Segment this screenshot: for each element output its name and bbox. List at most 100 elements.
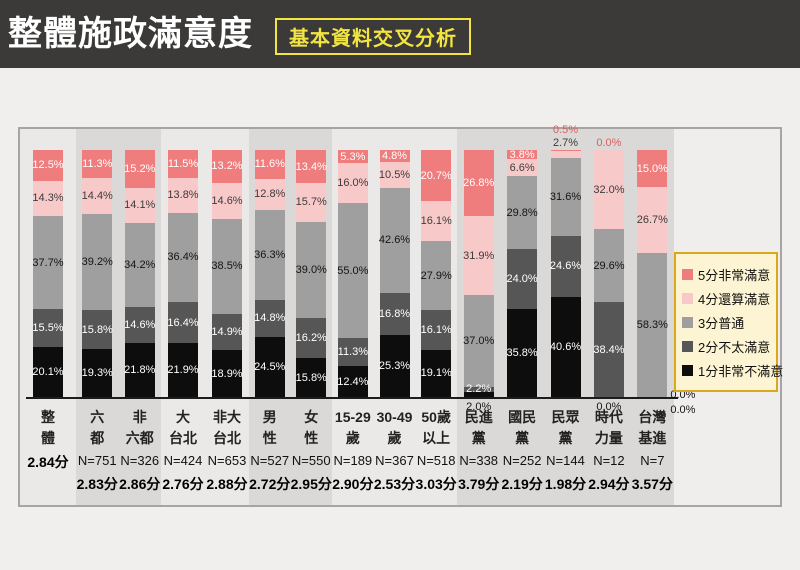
segment-label: 16.1% (420, 215, 452, 228)
segment-label: 39.0% (295, 263, 327, 276)
segment-label: 21.9% (167, 363, 199, 376)
bar-segment: 15.8% (82, 310, 113, 350)
legend-swatch-icon (682, 364, 693, 376)
sample-size-label: N=653 (207, 453, 247, 468)
mean-score-label: 2.72分 (249, 476, 291, 492)
segment-label: 14.1% (124, 199, 156, 212)
segment-label: 34.2% (124, 258, 156, 271)
category-label: 歲 (345, 430, 360, 446)
chart-group-2: 11.5% 13.8% 36.4% 16.4% 21.9% 大台北 N=424 2.76分 13… (161, 129, 249, 505)
segment-label: 35.8% (506, 346, 538, 359)
segment-label: 29.6% (593, 259, 625, 272)
chart-column: 15.2% 14.1% 34.2% 14.6% 21.8% 非六都 N=326 2.86分 (119, 129, 162, 505)
segment-label: 38.5% (211, 260, 243, 273)
bar-segment: 15.7% (296, 183, 327, 222)
segment-label: 11.3% (337, 346, 369, 359)
sample-size-label: N=12 (593, 453, 625, 468)
chart-group-1: 11.3% 14.4% 39.2% 15.8% 19.3% 六都 N=751 2.83分 15.… (76, 129, 161, 505)
segment-label-above: 0.0% (596, 137, 622, 149)
mean-score-label: 2.86分 (119, 476, 161, 492)
segment-label: 12.8% (254, 188, 286, 201)
bar-segment: 5.3% (337, 150, 368, 164)
legend-swatch-icon (682, 268, 693, 280)
stacked-bar: 12.5% 14.3% 37.7% 15.5% 20.1% (32, 150, 64, 397)
legend-label: 4分還算滿意 (698, 291, 771, 307)
stacked-bar: 15.2% 14.1% 34.2% 14.6% 21.8% (124, 150, 156, 397)
segment-label: 14.8% (254, 312, 286, 325)
category-label: 整 (41, 409, 55, 425)
segment-label: 15.2% (124, 163, 156, 176)
app-header: 整體施政滿意度 基本資料交叉分析 (0, 0, 800, 68)
legend-label: 2分不太滿意 (698, 339, 771, 355)
bar-segment: 24.0% (506, 249, 538, 309)
segment-label: 31.6% (549, 190, 582, 203)
mean-score-label: 2.84分 (27, 454, 69, 470)
bar-segment: 40.6% (550, 296, 581, 397)
bar-segment: 26.8% (463, 150, 494, 217)
bar-segment: 14.8% (254, 299, 286, 337)
chart-column: 11.6% 12.8% 36.3% 14.8% 24.5% 男性 N=527 2.72分 (249, 129, 291, 505)
bar-segment: 25.3% (379, 334, 410, 397)
legend-item: 5分非常滿意 (682, 262, 770, 286)
legend-label: 5分非常滿意 (698, 267, 771, 283)
segment-label: 37.7% (32, 256, 64, 269)
stacked-bar: 11.5% 13.8% 36.4% 16.4% 21.9% (167, 150, 199, 397)
chart-column: 31.6% 24.6% 40.6% 2.7% 0.5% 民眾黨 N=144 1.98分 (544, 124, 587, 505)
category-label: 台北 (169, 430, 197, 446)
segment-label: 14.6% (211, 194, 243, 207)
bar-segment: 19.3% (82, 349, 113, 397)
mean-score-label: 3.03分 (415, 476, 457, 492)
segment-label: 16.0% (337, 176, 369, 189)
stacked-bar: 11.6% 12.8% 36.3% 14.8% 24.5% (254, 150, 286, 397)
bar-segment: 12.5% (32, 150, 64, 181)
bar-segment: 4.8% (379, 149, 410, 162)
segment-label: 39.2% (81, 255, 113, 268)
bar-segment: 36.4% (167, 212, 199, 303)
category-label: 台灣 (638, 409, 667, 425)
bar-segment: 16.1% (420, 201, 452, 242)
category-label: 六都 (125, 430, 154, 446)
chart-column: 4.8% 10.5% 42.6% 16.8% 25.3% 30-49 歲 N=367 2.53分 (374, 129, 416, 505)
stacked-bar: 31.6% 24.6% 40.6% 2.7% 0.5% (549, 124, 582, 397)
chart-column: 5.3% 16.0% 55.0% 11.3% 12.4% 15-29 歲 N=189 2.90分 (332, 129, 374, 505)
segment-label: 29.8% (506, 206, 538, 219)
chart-group-5: 26.8% 31.9% 37.0% 2.2% 2.0% 民進黨 N=338 3.79分 3.8%… (457, 124, 695, 505)
bar-segment: 24.6% (550, 235, 581, 297)
segment-label: 32.0% (593, 183, 625, 196)
bar-segment: 35.8% (506, 308, 538, 397)
bar-segment: 16.1% (421, 310, 452, 350)
chart-group-4: 5.3% 16.0% 55.0% 11.3% 12.4% 15-29 歲 N=189 2.90分… (332, 129, 457, 505)
bar-segment: 12.4% (337, 366, 368, 397)
category-label: 50歲 (421, 409, 451, 425)
bar-segment: 14.4% (82, 177, 113, 214)
chart-column: 20.7% 16.1% 27.9% 16.1% 19.1% 50歲 以上 N=518 3.03分 (415, 129, 457, 505)
bar-segment: 42.6% (379, 187, 410, 294)
mean-score-label: 3.57分 (631, 476, 673, 492)
segment-label: 16.4% (167, 316, 199, 329)
legend-item: 1分非常不滿意 (682, 358, 783, 382)
segment-label: 27.9% (420, 269, 452, 282)
bar-segment: 11.6% (255, 150, 285, 179)
sample-size-label: N=527 (250, 453, 290, 468)
chart-group-0: 12.5% 14.3% 37.7% 15.5% 20.1% 整體 2.84分 (20, 129, 76, 505)
page-title: 整體施政滿意度 (8, 15, 253, 53)
segment-label: 36.3% (254, 249, 286, 262)
category-label: 國民 (508, 409, 537, 425)
category-label: 黨 (471, 430, 486, 446)
legend-swatch-icon (682, 340, 693, 352)
bar-segment: 15.2% (124, 150, 156, 188)
segment-label: 20.1% (32, 366, 64, 379)
segment-label: 24.0% (506, 272, 538, 285)
stacked-bar: 5.3% 16.0% 55.0% 11.3% 12.4% (337, 150, 369, 397)
bar-segment: 14.6% (124, 307, 156, 344)
sample-size-label: N=144 (546, 453, 585, 468)
bar-segment: 13.8% (167, 178, 199, 213)
segment-label: 14.6% (124, 319, 156, 332)
chart-column: 12.5% 14.3% 37.7% 15.5% 20.1% 整體 2.84分 (20, 129, 76, 505)
stacked-bar: 13.2% 14.6% 38.5% 14.9% 18.9% (211, 150, 243, 397)
bar-segment: 24.5% (254, 336, 285, 397)
segment-label-below-axis: 0.0% (596, 401, 622, 413)
segment-label: 4.8% (381, 149, 408, 162)
sample-size-label: N=189 (333, 453, 373, 468)
category-label: 30-49 (376, 409, 413, 425)
